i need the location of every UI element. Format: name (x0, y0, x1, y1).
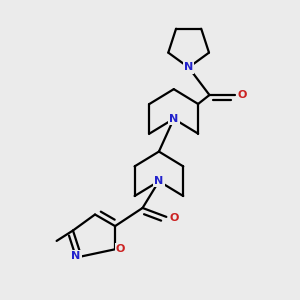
Text: N: N (71, 251, 81, 261)
Text: N: N (184, 62, 193, 72)
Text: O: O (238, 90, 247, 100)
Text: O: O (170, 213, 179, 224)
Text: O: O (116, 244, 125, 254)
Text: N: N (169, 114, 178, 124)
Text: N: N (154, 176, 164, 186)
